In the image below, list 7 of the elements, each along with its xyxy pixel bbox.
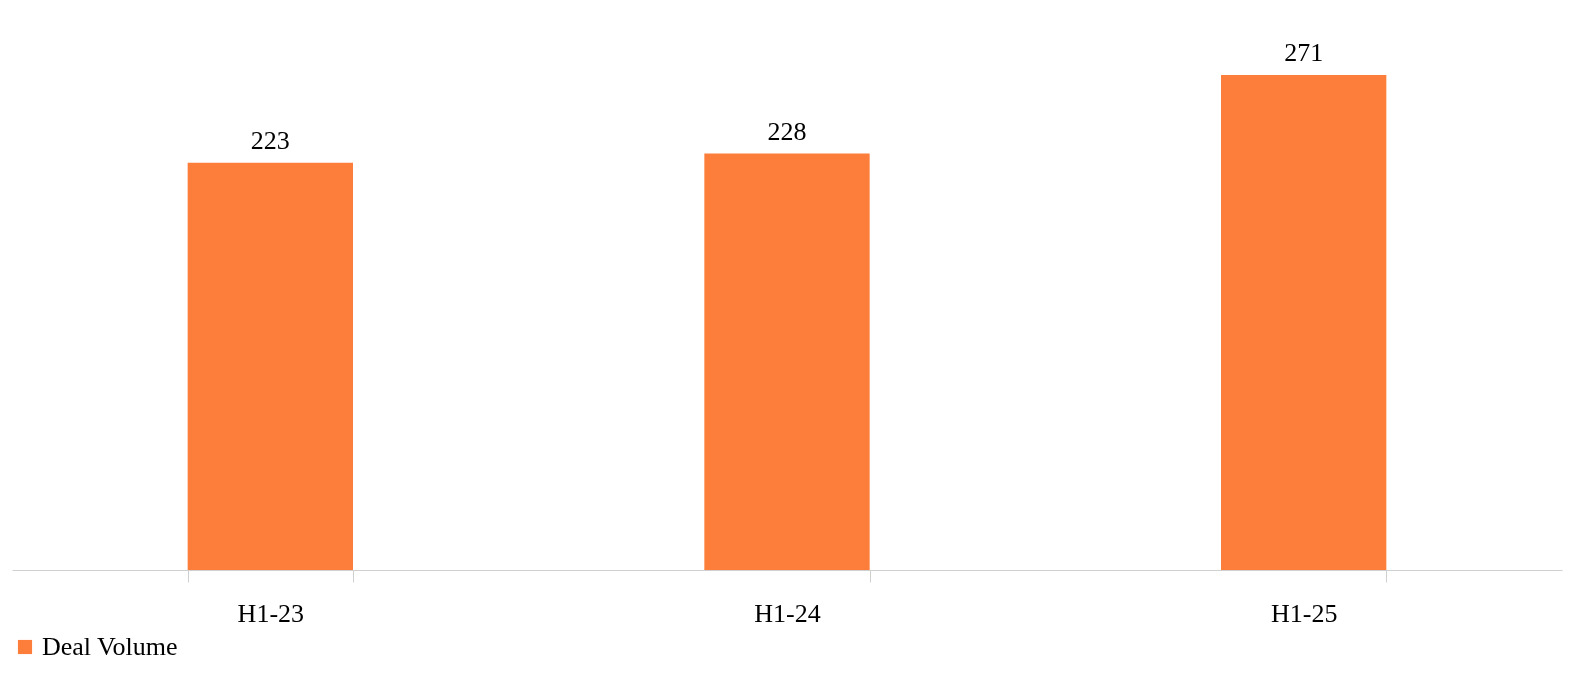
x-tick-label: H1-25 bbox=[1270, 598, 1338, 628]
data-label: 271 bbox=[1284, 38, 1324, 67]
data-label: 228 bbox=[767, 116, 807, 146]
x-tick-label: H1-23 bbox=[237, 598, 305, 628]
x-tick-label: H1-24 bbox=[754, 598, 821, 628]
legend-label: Deal Volume bbox=[42, 632, 178, 661]
data-label: 223 bbox=[250, 125, 290, 155]
